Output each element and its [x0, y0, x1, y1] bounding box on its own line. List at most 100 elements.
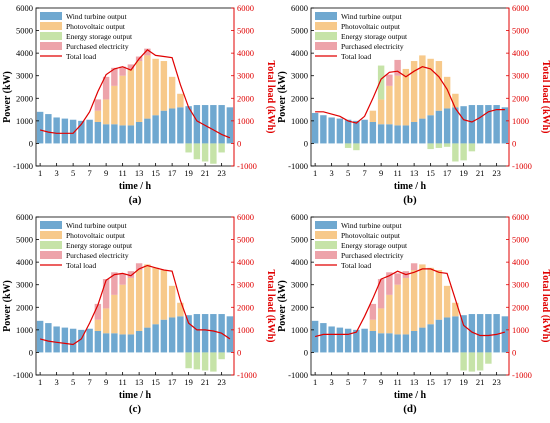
left-tick-label: 2000	[16, 93, 33, 103]
wind-bar	[394, 125, 401, 144]
left-tick-label: 3000	[16, 280, 33, 290]
legend-label: Energy storage output	[66, 32, 133, 41]
wind-bar	[394, 334, 401, 353]
x-tick-label: 7	[363, 168, 367, 178]
wind-bar	[452, 107, 459, 144]
wind-bar	[353, 329, 360, 353]
wind-bar	[201, 105, 209, 144]
storage-bar	[468, 143, 476, 152]
purchased-bar	[144, 48, 151, 56]
storage-bar	[344, 143, 352, 148]
wind-bar	[193, 314, 201, 353]
wind-bar	[61, 118, 69, 144]
left-tick-label: 3000	[16, 71, 33, 81]
wind-bar	[419, 327, 426, 353]
purchased-bar	[94, 303, 102, 320]
right-tick-label: 1000	[512, 116, 529, 126]
x-tick-label: 7	[363, 377, 367, 387]
left-tick-label: 0	[29, 347, 33, 357]
x-tick-label: 23	[217, 168, 226, 178]
left-axis-title: Power (kW)	[277, 280, 288, 332]
x-tick-label: 5	[346, 377, 350, 387]
x-tick-label: 11	[394, 377, 402, 387]
pv-bar	[177, 93, 184, 108]
wind-bar	[36, 320, 44, 353]
pv-bar	[135, 270, 143, 331]
left-tick-label: 0	[304, 347, 308, 357]
left-tick-label: 5000	[16, 26, 33, 36]
wind-bar	[36, 111, 44, 144]
storage-bar	[353, 143, 360, 151]
wind-bar	[210, 314, 217, 353]
purchased-bar	[111, 272, 118, 295]
right-tick-label: 4000	[512, 48, 529, 58]
pv-bar	[144, 55, 151, 119]
wind-bar	[361, 119, 368, 144]
x-tick-label: 15	[426, 377, 435, 387]
chart-panel: -1000 0 1000 2000 3000 4000 5000 6000 -1000 0 1000…	[277, 3, 550, 206]
left-tick-label: 2000	[291, 302, 308, 312]
purchased-bar	[94, 99, 102, 111]
legend-swatch	[315, 22, 337, 30]
pv-bar	[102, 99, 110, 125]
x-tick-label: 23	[492, 377, 501, 387]
right-tick-label: 0	[512, 347, 516, 357]
panel-label: (d)	[403, 403, 417, 415]
legend-label: Energy storage output	[341, 32, 408, 41]
x-axis-title: time / h	[394, 390, 427, 401]
left-tick-label: 6000	[16, 212, 33, 222]
wind-bar	[460, 315, 467, 353]
wind-bar	[435, 319, 443, 353]
legend-swatch	[315, 231, 337, 239]
left-tick-label: 0	[304, 138, 308, 148]
x-tick-label: 15	[151, 168, 160, 178]
pv-bar	[168, 285, 176, 318]
storage-bar	[427, 143, 434, 150]
left-tick-label: 6000	[291, 3, 308, 13]
wind-bar	[344, 328, 352, 353]
pv-bar	[410, 270, 418, 331]
legend-label: Photovoltaic output	[341, 22, 401, 31]
x-tick-label: 9	[379, 168, 383, 178]
right-tick-label: -1000	[237, 370, 257, 380]
wind-bar	[127, 334, 135, 353]
wind-bar	[320, 115, 327, 144]
legend-label: Total load	[66, 261, 96, 270]
wind-bar	[86, 119, 93, 144]
legend-label: Total load	[341, 261, 371, 270]
panel-label: (a)	[129, 194, 142, 206]
legend-swatch	[40, 251, 62, 259]
left-tick-label: -1000	[288, 370, 308, 380]
legend-label: Photovoltaic output	[341, 231, 401, 240]
wind-bar	[102, 333, 110, 353]
pv-bar	[94, 319, 102, 331]
x-tick-label: 17	[443, 377, 452, 387]
pv-bar	[410, 61, 418, 122]
x-tick-label: 19	[459, 377, 468, 387]
wind-bar	[210, 105, 217, 144]
purchased-bar	[386, 74, 393, 86]
wind-bar	[435, 110, 443, 144]
pv-bar	[111, 294, 118, 334]
right-axis-title: Total load (kWh)	[540, 61, 550, 134]
pv-bar	[377, 99, 385, 125]
right-tick-label: -1000	[512, 161, 532, 171]
wind-bar	[102, 124, 110, 144]
storage-bar	[193, 143, 201, 160]
left-tick-label: -1000	[13, 370, 33, 380]
x-tick-label: 1	[38, 168, 42, 178]
right-tick-label: 2000	[512, 93, 529, 103]
right-axis-title: Total load (kWh)	[265, 61, 276, 134]
left-tick-label: 5000	[291, 235, 308, 245]
wind-bar	[452, 316, 459, 353]
purchased-bar	[119, 66, 126, 76]
legend-swatch	[40, 12, 62, 20]
x-tick-label: 1	[313, 168, 317, 178]
left-tick-label: 0	[29, 138, 33, 148]
right-axis-title: Total load (kWh)	[540, 270, 550, 343]
left-tick-label: 1000	[16, 116, 33, 126]
right-tick-label: 3000	[512, 280, 529, 290]
x-tick-label: 3	[330, 377, 334, 387]
right-tick-label: 3000	[512, 71, 529, 81]
